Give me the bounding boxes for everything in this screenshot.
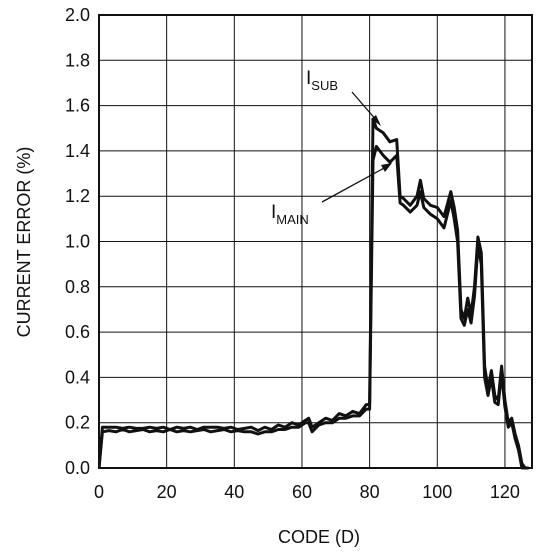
x-tick-label: 80 [360,482,380,502]
x-tick-label: 20 [157,482,177,502]
x-axis-label: CODE (D) [278,527,360,547]
y-tick-label: 0.4 [65,367,90,387]
x-tick-label: 0 [94,482,104,502]
y-tick-label: 0.2 [65,413,90,433]
y-tick-label: 0.0 [65,458,90,478]
x-tick-label: 120 [490,482,520,502]
y-tick-label: 1.4 [65,141,90,161]
x-tick-label: 40 [224,482,244,502]
x-tick-label: 100 [422,482,452,502]
series-line-2 [99,144,529,470]
y-tick-label: 1.2 [65,186,90,206]
y-tick-label: 0.6 [65,322,90,342]
isub-label-sub: SUB [311,78,338,93]
y-tick-label: 1.6 [65,96,90,116]
isub-pointer-line [351,91,378,122]
annotations: ISUB IMAIN [271,68,392,227]
imain-pointer-arrowhead [381,163,392,172]
plot-frame [98,14,533,469]
y-tick-label: 2.0 [65,5,90,25]
series-line-1 [99,117,529,470]
y-tick-label: 1.8 [65,50,90,70]
tick-labels: 0 20 40 60 80 100 120 0.0 0.2 0.4 0.6 0.8 1.0 1.2 1.4 1… [65,5,520,502]
imain-pointer-line [321,166,387,203]
x-tick-label: 60 [292,482,312,502]
series-layer [99,117,529,470]
isub-pointer-arrowhead [371,115,381,126]
isub-label-main: I [306,68,311,89]
y-tick-label: 1.0 [65,232,90,252]
isub-label: ISUB [306,68,338,93]
imain-label-sub: MAIN [276,212,309,227]
imain-label-main: I [271,202,276,223]
y-axis-label: CURRENT ERROR (%) [14,147,34,338]
imain-label: IMAIN [271,202,309,227]
y-tick-label: 0.8 [65,277,90,297]
